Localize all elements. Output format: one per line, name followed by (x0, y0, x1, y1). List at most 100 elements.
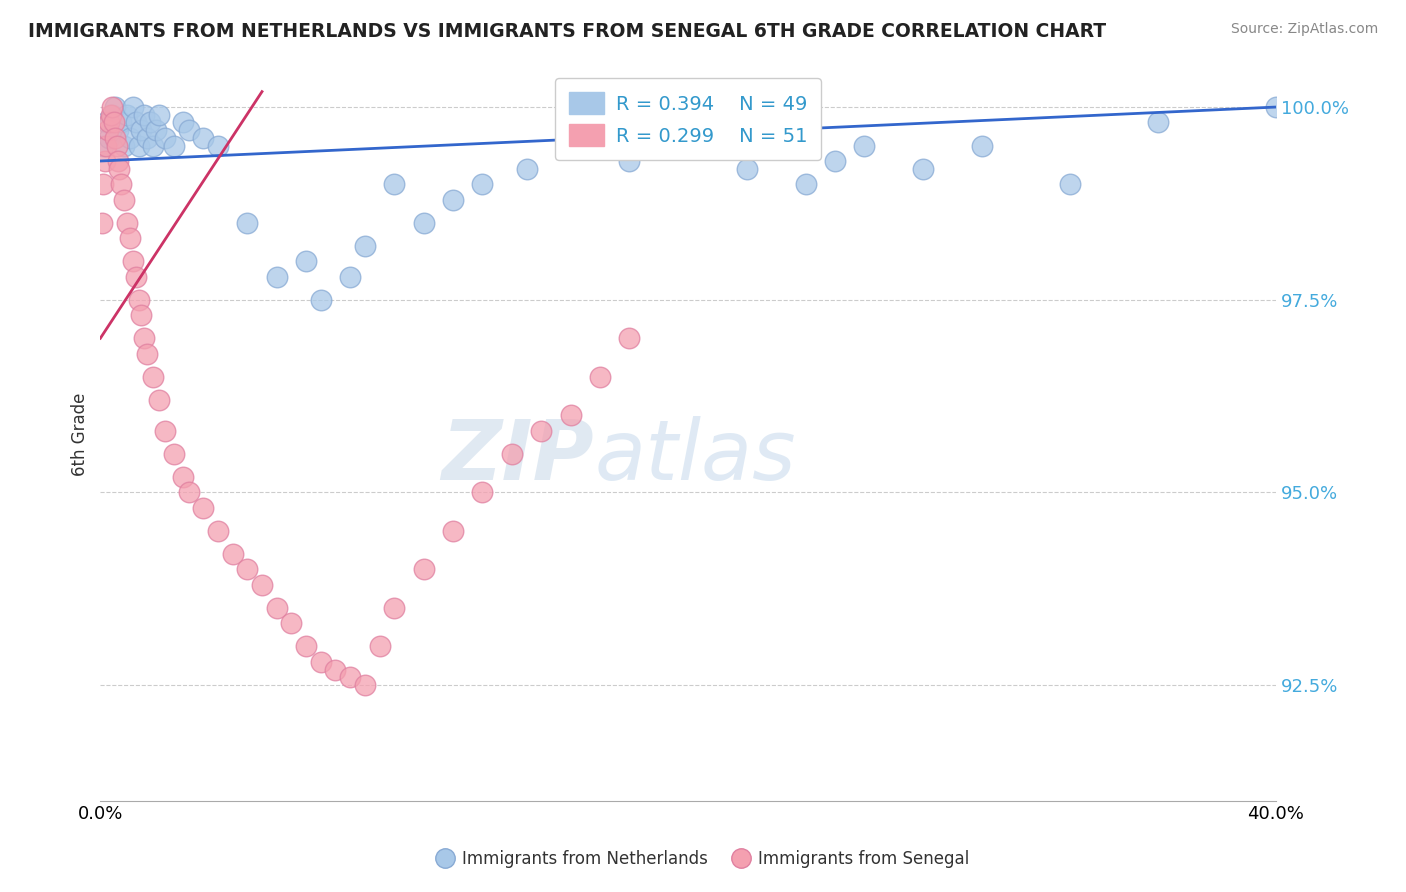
Point (236, 216, 259, 230)
Point (128, 293, 150, 307)
Point (110, 177, 132, 191)
Point (1265, 100, 1288, 114)
Legend: R = 0.394    N = 49, R = 0.299    N = 51: R = 0.394 N = 49, R = 0.299 N = 51 (555, 78, 821, 160)
Point (339, 670, 361, 684)
Point (309, 293, 332, 307)
Point (412, 562, 434, 576)
Point (354, 678, 377, 692)
Point (121, 100, 143, 114)
Point (124, 269, 146, 284)
Point (163, 138, 186, 153)
Point (98, 115, 121, 129)
Point (148, 108, 170, 122)
Point (619, 331, 641, 345)
Point (112, 193, 135, 207)
Point (193, 500, 215, 515)
Point (912, 161, 935, 176)
Point (104, 100, 127, 114)
Point (131, 123, 153, 137)
Point (134, 331, 156, 345)
Point (118, 231, 141, 245)
Point (619, 153, 641, 168)
Text: IMMIGRANTS FROM NETHERLANDS VS IMMIGRANTS FROM SENEGAL 6TH GRADE CORRELATION CHA: IMMIGRANTS FROM NETHERLANDS VS IMMIGRANT… (28, 22, 1107, 41)
Text: Source: ZipAtlas.com: Source: ZipAtlas.com (1230, 22, 1378, 37)
Legend: Immigrants from Netherlands, Immigrants from Senegal: Immigrants from Netherlands, Immigrants … (430, 844, 976, 875)
Point (142, 369, 165, 384)
Point (100, 108, 122, 122)
Point (115, 108, 138, 122)
Point (94, 153, 117, 168)
Point (136, 346, 159, 360)
Point (105, 138, 128, 153)
Point (853, 138, 876, 153)
Point (382, 177, 405, 191)
Point (354, 239, 377, 253)
Point (136, 131, 159, 145)
Point (98, 131, 121, 145)
Point (970, 138, 993, 153)
Point (177, 485, 200, 500)
Point (96, 115, 118, 129)
Point (207, 138, 229, 153)
Point (103, 115, 125, 129)
Point (735, 161, 758, 176)
Point (107, 123, 129, 137)
Point (676, 138, 699, 153)
Point (266, 601, 288, 615)
Point (104, 131, 127, 145)
Point (530, 424, 553, 438)
Point (90, 216, 112, 230)
Point (471, 485, 494, 500)
Point (139, 115, 162, 129)
Y-axis label: 6th Grade: 6th Grade (72, 392, 89, 476)
Point (101, 100, 124, 114)
Point (236, 562, 259, 576)
Point (124, 115, 146, 129)
Point (118, 131, 141, 145)
Point (131, 308, 153, 322)
Point (145, 123, 167, 137)
Point (101, 108, 124, 122)
Point (172, 470, 194, 484)
Point (368, 640, 391, 654)
Point (280, 616, 302, 631)
Point (325, 663, 347, 677)
Point (824, 153, 846, 168)
Point (107, 153, 129, 168)
Point (1147, 115, 1170, 129)
Point (193, 131, 215, 145)
Point (295, 640, 318, 654)
Text: ZIP: ZIP (441, 416, 595, 497)
Point (412, 216, 434, 230)
Point (91, 138, 114, 153)
Text: atlas: atlas (595, 416, 796, 497)
Point (91, 177, 114, 191)
Point (560, 138, 582, 153)
Point (471, 177, 494, 191)
Point (515, 161, 537, 176)
Point (1059, 177, 1081, 191)
Point (250, 578, 273, 592)
Point (112, 138, 135, 153)
Point (148, 392, 170, 407)
Point (110, 115, 132, 129)
Point (108, 161, 131, 176)
Point (441, 524, 464, 538)
Point (128, 138, 150, 153)
Point (97, 123, 120, 137)
Point (339, 269, 361, 284)
Point (163, 447, 186, 461)
Point (177, 123, 200, 137)
Point (266, 269, 288, 284)
Point (589, 369, 612, 384)
Point (309, 655, 332, 669)
Point (121, 254, 143, 268)
Point (96, 138, 118, 153)
Point (221, 547, 243, 561)
Point (441, 193, 464, 207)
Point (115, 216, 138, 230)
Point (207, 524, 229, 538)
Point (153, 131, 176, 145)
Point (560, 409, 582, 423)
Point (295, 254, 318, 268)
